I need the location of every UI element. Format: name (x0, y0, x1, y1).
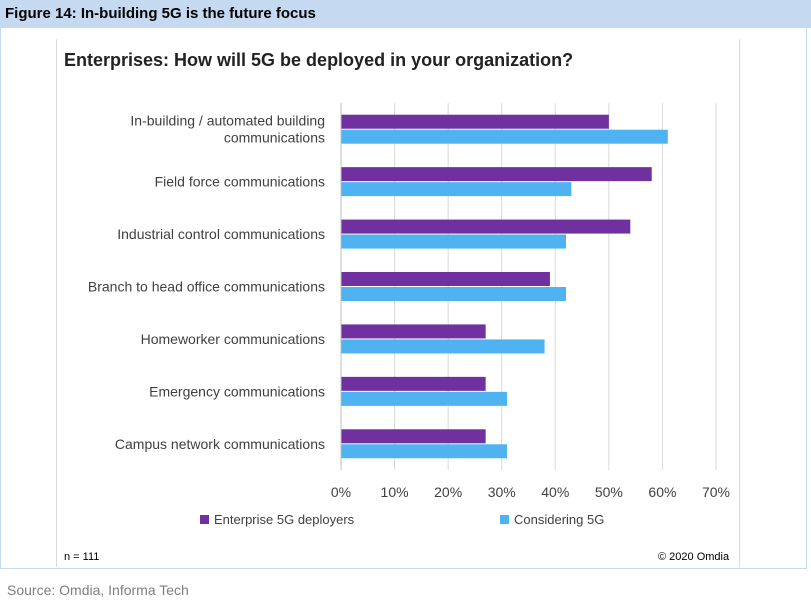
bar-enterprise-deployers (341, 272, 550, 286)
bar-considering-5g (341, 287, 566, 301)
category-label: Campus network communications (115, 436, 325, 452)
category-label: In-building / automated building (130, 113, 325, 129)
source-note: Source: Omdia, Informa Tech (7, 582, 189, 598)
bar-enterprise-deployers (341, 376, 486, 391)
bar-enterprise-deployers (341, 324, 486, 339)
bar-considering-5g (341, 391, 508, 406)
sample-size-note: n = 111 (64, 551, 100, 563)
x-tick-label: 70% (702, 484, 730, 500)
legend-label-enterprise-deployers: Enterprise 5G deployers (214, 512, 355, 527)
legend-swatch-enterprise-deployers (200, 515, 209, 524)
chart-frame (56, 39, 740, 567)
category-label: Branch to head office communications (88, 279, 325, 295)
category-label: Industrial control communications (117, 226, 325, 242)
chart-title: Enterprises: How will 5G be deployed in … (64, 50, 574, 70)
bar-considering-5g (341, 129, 668, 144)
bar-enterprise-deployers (341, 429, 486, 444)
legend-item-considering-5g: Considering 5G (500, 512, 604, 527)
x-tick-label: 50% (595, 484, 623, 500)
legend-swatch-considering-5g (500, 515, 509, 524)
legend-item-enterprise-deployers: Enterprise 5G deployers (200, 512, 354, 527)
category-label: communications (224, 130, 325, 146)
bar-enterprise-deployers (341, 167, 652, 182)
legend-label-considering-5g: Considering 5G (514, 512, 605, 527)
x-tick-label: 20% (434, 484, 462, 500)
bar-considering-5g (341, 444, 508, 459)
category-label: Homeworker communications (141, 331, 325, 347)
x-tick-label: 0% (331, 484, 351, 500)
x-tick-label: 30% (488, 484, 516, 500)
x-tick-label: 40% (541, 484, 569, 500)
bar-enterprise-deployers (341, 219, 631, 234)
figure-header: Figure 14: In-building 5G is the future … (0, 0, 811, 28)
x-tick-label: 10% (381, 484, 409, 500)
category-label: Field force communications (155, 174, 325, 190)
x-tick-label: 60% (648, 484, 676, 500)
bar-considering-5g (341, 234, 566, 249)
category-label: Emergency communications (149, 383, 325, 399)
copyright-note: © 2020 Omdia (658, 551, 730, 563)
bar-considering-5g (341, 182, 572, 197)
bar-considering-5g (341, 339, 545, 354)
figure-title: Figure 14: In-building 5G is the future … (5, 5, 316, 22)
figure-panel (0, 28, 807, 569)
bar-enterprise-deployers (341, 114, 609, 129)
